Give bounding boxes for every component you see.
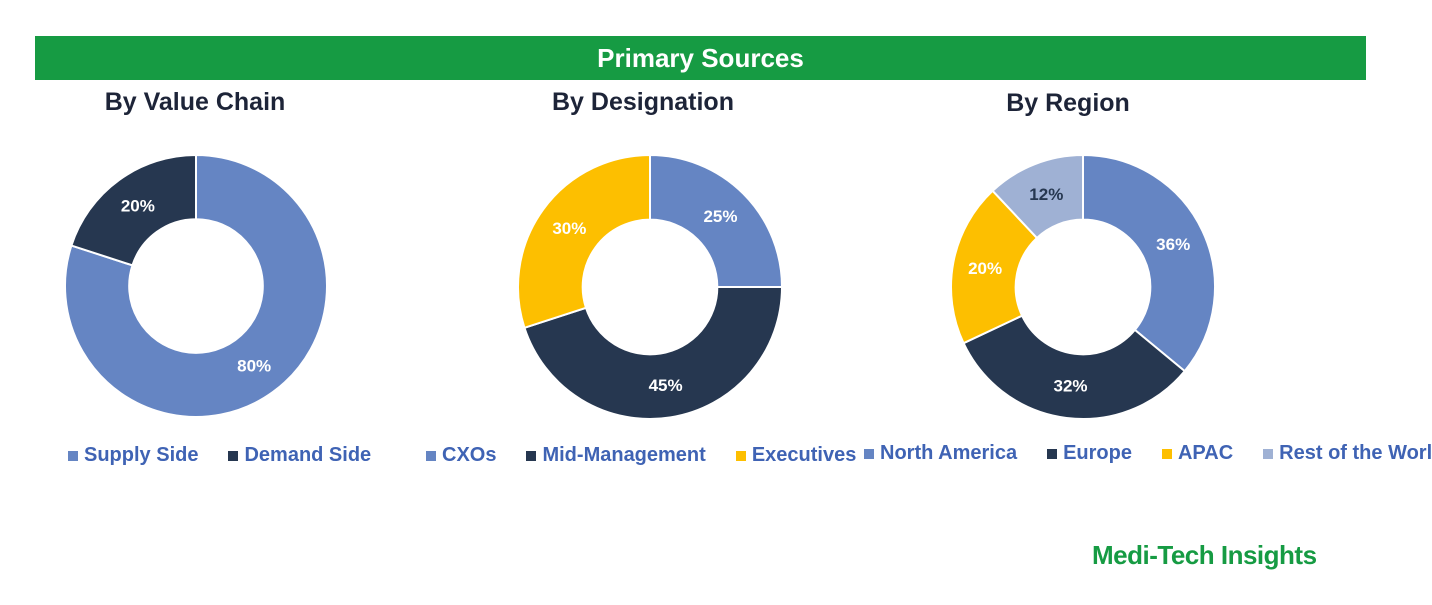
legend-designation: CXOs Mid-Management Executives	[426, 444, 856, 467]
legend-item-apac: APAC	[1161, 442, 1234, 465]
slice-executives	[517, 153, 651, 330]
legend-label: Europe	[1063, 442, 1132, 464]
legend-label: Executives	[751, 444, 857, 466]
donut-chart-region: 36% 32% 20% 12%	[950, 153, 1216, 420]
data-label-cxos: 25%	[703, 207, 737, 226]
donut-chart-designation: 25% 45% 30%	[517, 153, 784, 420]
chart-title-designation: By Designation	[552, 88, 734, 116]
slice-mid-management	[523, 286, 784, 420]
legend-label: CXOs	[442, 444, 497, 466]
data-label-supply-side: 80%	[237, 357, 271, 376]
slice-cxos	[649, 153, 784, 288]
legend-swatch	[1161, 448, 1172, 459]
legend-item-executives: Executives	[735, 444, 857, 467]
data-label-north-america: 36%	[1156, 235, 1190, 254]
data-label-apac: 20%	[968, 259, 1002, 278]
legend-item-cxos: CXOs	[426, 444, 496, 467]
legend-item-north-america: North America	[864, 442, 1017, 465]
donut-chart-value-chain: 80% 20%	[64, 153, 328, 418]
legend-swatch	[1263, 448, 1274, 459]
legend-item-supply-side: Supply Side	[68, 444, 198, 467]
slice-demand-side	[70, 153, 197, 267]
legend-label: Rest of the World	[1279, 442, 1432, 464]
legend-value-chain: Supply Side Demand Side	[68, 444, 371, 467]
slice-supply-side	[64, 153, 328, 418]
legend-swatch	[426, 450, 436, 461]
legend-item-rest-of-the-world: Rest of the World	[1263, 442, 1432, 465]
legend-item-europe: Europe	[1047, 442, 1132, 465]
legend-label: Demand Side	[244, 444, 372, 466]
legend-swatch	[526, 450, 537, 461]
slice-apac	[950, 189, 1039, 345]
chart-title-region: By Region	[1006, 89, 1130, 117]
legend-label: North America	[880, 442, 1018, 464]
legend-swatch	[864, 448, 874, 459]
legend-swatch	[735, 450, 746, 461]
data-label-executives: 30%	[552, 219, 586, 238]
slice-north-america	[1082, 153, 1216, 373]
data-label-rest-of-the-world: 12%	[1029, 185, 1063, 204]
legend-label: Mid-Management	[542, 444, 706, 466]
slice-europe	[962, 314, 1187, 420]
data-label-europe: 32%	[1053, 376, 1087, 395]
brand-logo-text: Medi-Tech Insights	[1092, 540, 1317, 570]
legend-item-mid-management: Mid-Management	[526, 444, 706, 467]
chart-title-value-chain: By Value Chain	[104, 88, 286, 116]
legend-swatch	[1047, 448, 1058, 459]
data-label-mid-management: 45%	[649, 376, 683, 395]
legend-swatch	[68, 450, 78, 461]
banner-title: Primary Sources	[597, 43, 804, 73]
data-label-demand-side: 20%	[121, 196, 155, 215]
legend-label: APAC	[1177, 442, 1234, 464]
legend-item-demand-side: Demand Side	[228, 444, 371, 467]
legend-region: North America Europe APAC Rest of the World	[864, 442, 1432, 465]
primary-sources-banner: Primary Sources	[35, 36, 1366, 80]
legend-swatch	[228, 450, 239, 461]
legend-label: Supply Side	[84, 444, 199, 466]
slice-rest-of-the-world	[991, 153, 1084, 240]
